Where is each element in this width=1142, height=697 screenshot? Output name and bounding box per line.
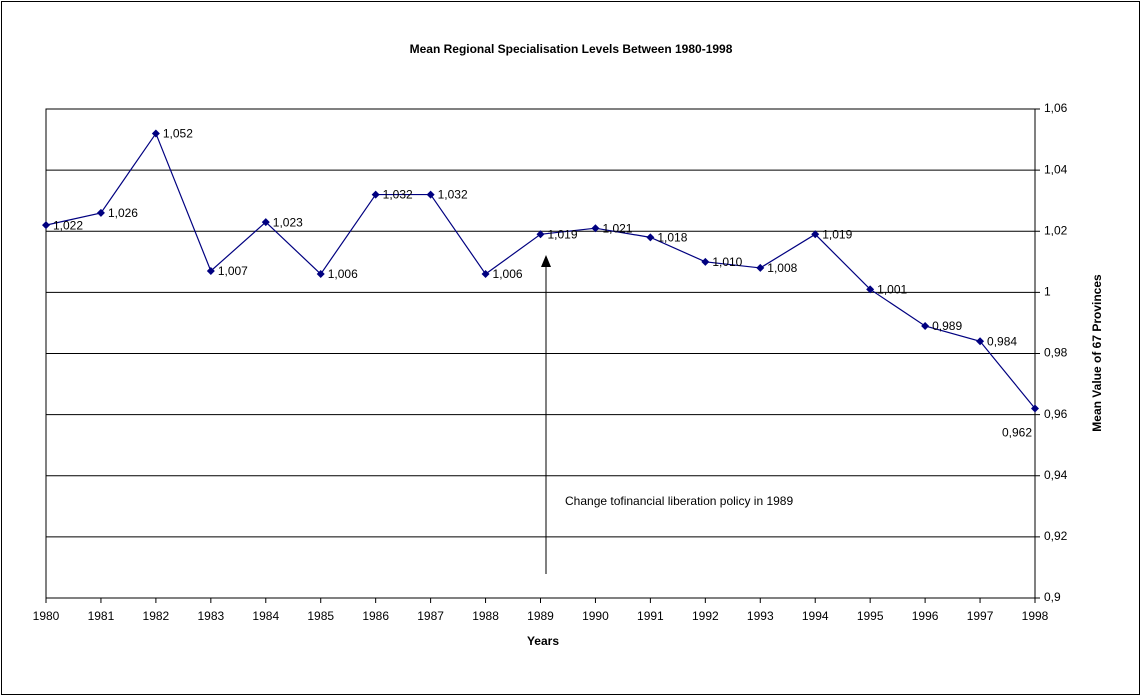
y-tick-label: 0,94 xyxy=(1044,468,1068,482)
x-tick-label: 1989 xyxy=(527,609,554,623)
data-label: 0,962 xyxy=(1002,426,1032,440)
y-tick-label: 0,9 xyxy=(1044,590,1061,604)
data-label: 1,006 xyxy=(328,267,358,281)
x-tick-label: 1992 xyxy=(692,609,719,623)
marker xyxy=(921,321,930,330)
data-label: 1,032 xyxy=(438,188,468,202)
x-tick-label: 1984 xyxy=(252,609,279,623)
marker xyxy=(976,337,985,346)
marker xyxy=(96,208,105,217)
x-tick-label: 1991 xyxy=(637,609,664,623)
marker xyxy=(591,224,600,233)
x-tick-label: 1993 xyxy=(747,609,774,623)
data-label: 1,019 xyxy=(822,227,852,241)
data-label: 1,026 xyxy=(108,206,138,220)
x-tick-label: 1980 xyxy=(33,609,60,623)
marker xyxy=(481,270,490,279)
x-tick-label: 1985 xyxy=(307,609,334,623)
y-axis-label: Mean Value of 67 Provinces xyxy=(1090,274,1104,432)
x-tick-label: 1986 xyxy=(362,609,389,623)
x-axis-label: Years xyxy=(527,634,559,648)
y-tick-label: 0,98 xyxy=(1044,346,1068,360)
data-label: 1,052 xyxy=(163,127,193,141)
y-tick-label: 1,06 xyxy=(1044,101,1068,115)
marker xyxy=(701,257,710,266)
data-label: 0,989 xyxy=(932,319,962,333)
marker xyxy=(371,190,380,199)
arrow-head xyxy=(541,255,551,267)
marker xyxy=(151,129,160,138)
data-label: 1,019 xyxy=(548,227,578,241)
data-label: 1,007 xyxy=(218,264,248,278)
chart-title: Mean Regional Specialisation Levels Betw… xyxy=(410,42,733,56)
annotation: Change tofinancial liberation policy in … xyxy=(565,494,793,508)
x-tick-label: 1988 xyxy=(472,609,499,623)
marker xyxy=(42,221,50,230)
marker xyxy=(756,263,765,272)
y-tick-label: 0,92 xyxy=(1044,529,1068,543)
y-tick-label: 0,96 xyxy=(1044,407,1068,421)
x-tick-label: 1987 xyxy=(417,609,444,623)
data-label: 1,008 xyxy=(767,261,797,275)
data-label: 1,006 xyxy=(493,267,523,281)
x-tick-label: 1997 xyxy=(967,609,994,623)
marker xyxy=(536,230,545,239)
data-label: 1,001 xyxy=(877,282,907,296)
x-tick-label: 1990 xyxy=(582,609,609,623)
x-tick-label: 1983 xyxy=(197,609,224,623)
y-tick-label: 1 xyxy=(1044,285,1051,299)
data-label: 1,022 xyxy=(53,218,83,232)
marker xyxy=(866,285,875,294)
marker xyxy=(206,266,215,275)
data-label: 1,021 xyxy=(602,221,632,235)
marker xyxy=(811,230,820,239)
data-label: 1,010 xyxy=(712,255,742,269)
data-label: 1,018 xyxy=(657,231,687,245)
marker xyxy=(316,270,325,279)
x-tick-label: 1994 xyxy=(802,609,829,623)
x-tick-label: 1998 xyxy=(1022,609,1049,623)
x-tick-label: 1982 xyxy=(143,609,170,623)
x-tick-label: 1981 xyxy=(88,609,115,623)
y-tick-label: 1,02 xyxy=(1044,223,1068,237)
x-tick-label: 1995 xyxy=(857,609,884,623)
data-label: 1,032 xyxy=(383,188,413,202)
marker xyxy=(1031,404,1039,413)
data-label: 1,023 xyxy=(273,215,303,229)
marker xyxy=(261,218,270,227)
y-tick-label: 1,04 xyxy=(1044,162,1068,176)
x-tick-label: 1996 xyxy=(912,609,939,623)
data-label: 0,984 xyxy=(987,334,1017,348)
marker xyxy=(646,233,655,242)
marker xyxy=(426,190,435,199)
